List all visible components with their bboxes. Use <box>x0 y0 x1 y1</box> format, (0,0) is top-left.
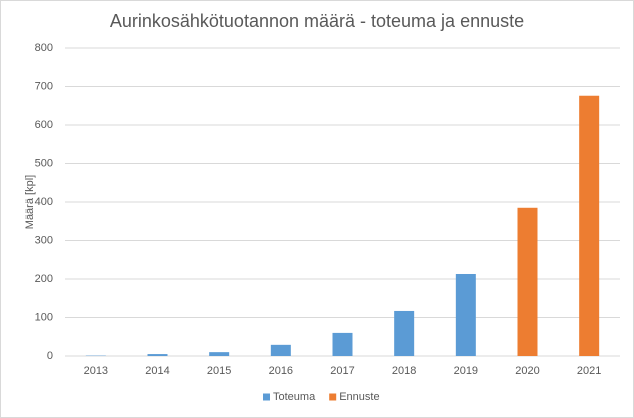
bar <box>455 273 476 356</box>
x-tick-label: 2017 <box>330 365 354 377</box>
x-tick-label: 2016 <box>269 365 293 377</box>
y-tick-label: 800 <box>35 42 53 54</box>
x-tick-label: 2021 <box>577 365 601 377</box>
bar <box>209 352 230 356</box>
y-tick-label: 400 <box>35 196 53 208</box>
y-tick-label: 300 <box>35 234 53 246</box>
y-tick-label: 100 <box>35 311 53 323</box>
y-tick-label: 200 <box>35 273 53 285</box>
legend-label: Ennuste <box>339 391 379 403</box>
legend-swatch <box>329 393 337 401</box>
bar <box>332 332 353 356</box>
bar <box>579 95 600 357</box>
bar <box>147 354 168 356</box>
y-tick-label: 700 <box>35 80 53 92</box>
legend-swatch <box>263 393 270 401</box>
y-tick-label: 500 <box>35 157 53 169</box>
x-tick-label: 2018 <box>392 365 416 377</box>
y-tick-label: 600 <box>35 119 53 131</box>
x-tick-label: 2014 <box>145 365 169 377</box>
x-tick-label: 2019 <box>454 365 478 377</box>
y-tick-label: 0 <box>47 350 53 362</box>
bar <box>270 344 291 356</box>
bar <box>394 310 415 356</box>
x-tick-label: 2015 <box>207 365 231 377</box>
bar <box>517 207 538 356</box>
legend-label: Toteuma <box>273 391 316 403</box>
x-tick-label: 2013 <box>84 365 108 377</box>
y-axis-label: Määrä [kpl] <box>24 175 36 229</box>
x-tick-label: 2020 <box>515 365 539 377</box>
chart-title: Aurinkosähkötuotannon määrä - toteuma ja… <box>110 11 524 31</box>
